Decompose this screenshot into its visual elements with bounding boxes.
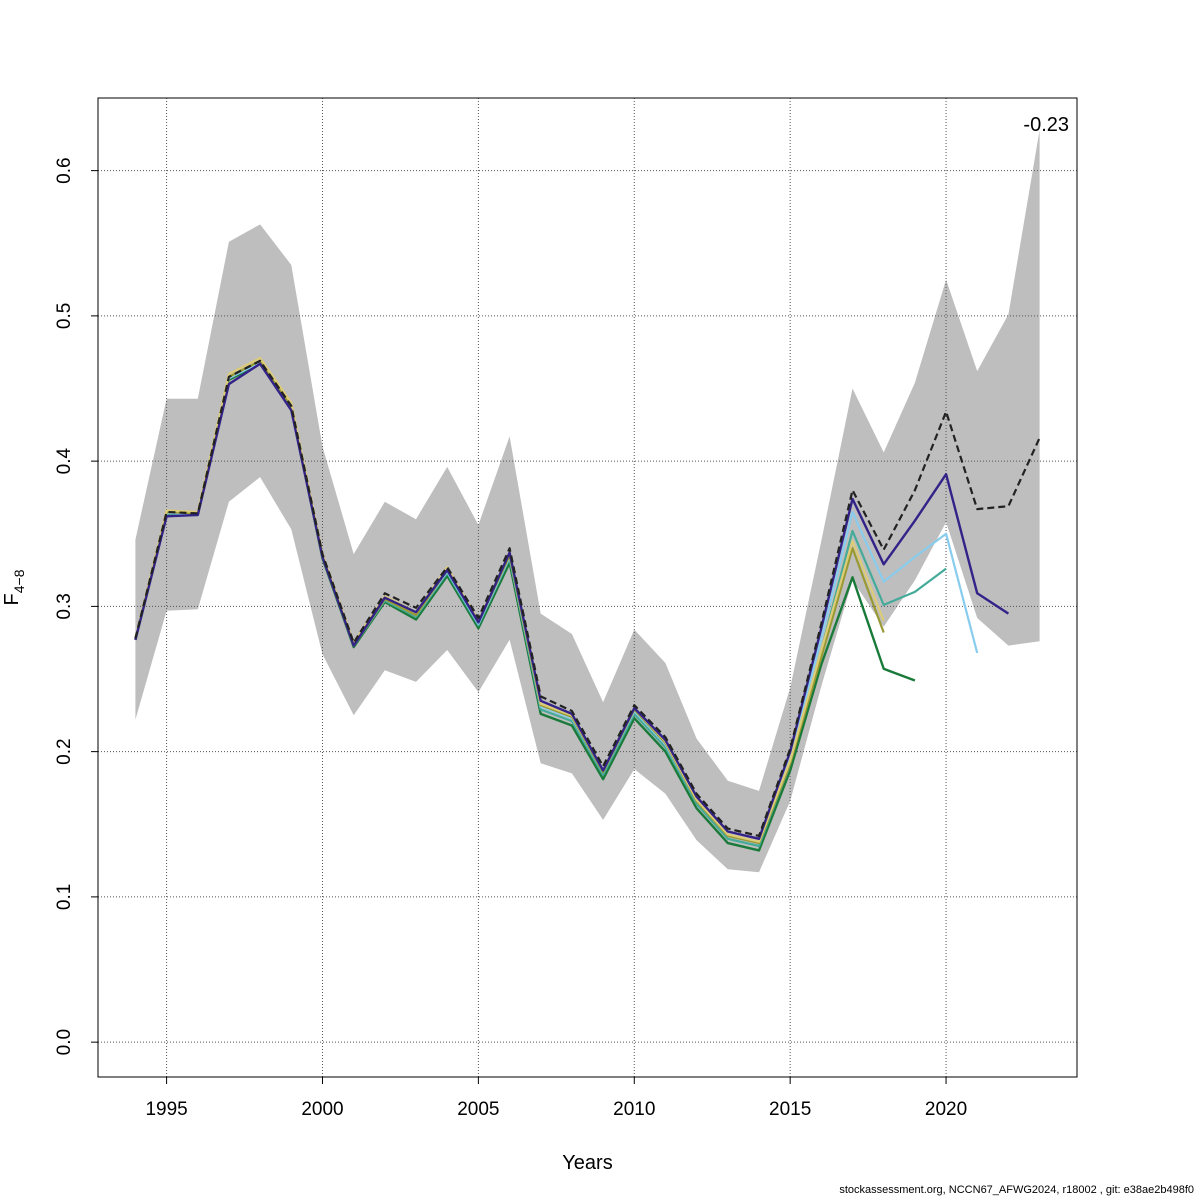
series-layer: [134, 356, 1041, 852]
mohn-rho-annotation: -0.23: [1023, 114, 1069, 136]
x-tick-label: 1995: [145, 1099, 187, 1120]
y-tick-label: 0.4: [54, 447, 75, 474]
x-axis-title: Years: [562, 1152, 612, 1174]
y-axis: 0.0 0.1 0.2 0.3 0.4 0.5 0.6: [54, 157, 98, 1055]
y-tick-label: 0.1: [54, 884, 75, 910]
x-tick-label: 2005: [457, 1099, 499, 1120]
y-tick-label: 0.6: [54, 157, 75, 183]
plot-frame: [97, 97, 1078, 1078]
series-line-5: [134, 362, 1010, 840]
y-tick-label: 0.2: [54, 738, 75, 764]
y-tick-label: 0.0: [54, 1029, 75, 1055]
y-axis-title-subscript: 4−8: [11, 569, 27, 593]
x-tick-label: 2020: [925, 1099, 967, 1120]
y-axis-title-main: F: [1, 593, 23, 605]
series-line-6: [134, 359, 1041, 838]
x-tick-label: 2015: [769, 1099, 811, 1120]
x-tick-label: 2000: [301, 1099, 343, 1120]
x-axis: 1995 2000 2005 2010 2015 2020: [145, 1077, 967, 1120]
y-tick-label: 0.5: [54, 303, 75, 329]
y-axis-title: F4−8: [1, 569, 27, 605]
y-tick-label: 0.3: [54, 593, 75, 619]
footer-credit: stockassessment.org, NCCN67_AFWG2024, r1…: [839, 1184, 1194, 1196]
x-tick-label: 2010: [613, 1099, 655, 1120]
